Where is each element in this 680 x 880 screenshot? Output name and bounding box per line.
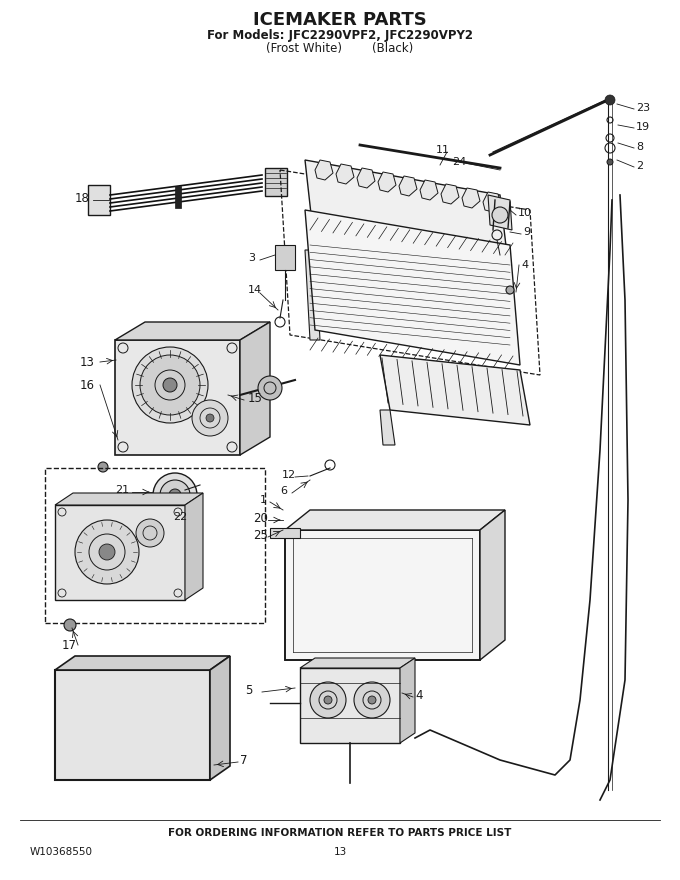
Circle shape (99, 544, 115, 560)
Circle shape (310, 682, 346, 718)
Polygon shape (483, 192, 501, 212)
Circle shape (98, 462, 108, 472)
Text: 24: 24 (452, 157, 466, 167)
Text: 22: 22 (173, 512, 187, 522)
Circle shape (324, 696, 332, 704)
Text: 10: 10 (518, 208, 532, 218)
Bar (265, 168, 287, 196)
Circle shape (160, 480, 190, 510)
Circle shape (191, 496, 199, 504)
Circle shape (506, 286, 514, 294)
Circle shape (258, 376, 282, 400)
Text: 15: 15 (248, 392, 263, 405)
Polygon shape (285, 510, 505, 530)
Bar (115, 340, 240, 455)
Polygon shape (210, 656, 230, 780)
Text: 4: 4 (521, 260, 528, 270)
Circle shape (607, 159, 613, 165)
Text: 6: 6 (280, 486, 287, 496)
Text: 12: 12 (282, 470, 296, 480)
Circle shape (140, 355, 200, 415)
Circle shape (368, 696, 376, 704)
Text: FOR ORDERING INFORMATION REFER TO PARTS PRICE LIST: FOR ORDERING INFORMATION REFER TO PARTS … (169, 828, 511, 838)
Polygon shape (336, 164, 354, 184)
Text: 2: 2 (636, 161, 643, 171)
Circle shape (605, 95, 615, 105)
Polygon shape (55, 493, 203, 505)
Text: 13: 13 (333, 847, 347, 857)
Polygon shape (380, 410, 395, 445)
Text: 13: 13 (80, 356, 95, 369)
Circle shape (192, 400, 228, 436)
Circle shape (75, 520, 139, 584)
Bar (55, 505, 185, 600)
Text: 1: 1 (260, 495, 267, 505)
Text: 23: 23 (636, 103, 650, 113)
Text: 9: 9 (523, 227, 530, 237)
Polygon shape (488, 195, 512, 230)
Circle shape (136, 519, 164, 547)
Polygon shape (441, 184, 459, 204)
Text: For Models: JFC2290VPF2, JFC2290VPY2: For Models: JFC2290VPF2, JFC2290VPY2 (207, 28, 473, 41)
Text: 14: 14 (248, 285, 262, 295)
Text: 20: 20 (253, 511, 268, 524)
Bar (88, 185, 110, 215)
Polygon shape (305, 160, 510, 280)
Polygon shape (185, 493, 203, 600)
Polygon shape (399, 176, 417, 196)
Polygon shape (378, 172, 396, 192)
Polygon shape (240, 322, 270, 455)
Polygon shape (315, 160, 333, 180)
Text: 18: 18 (75, 192, 90, 204)
Text: 17: 17 (62, 639, 77, 651)
Polygon shape (55, 656, 230, 670)
Polygon shape (115, 322, 270, 340)
Text: 3: 3 (248, 253, 255, 263)
Polygon shape (420, 180, 438, 200)
Text: 7: 7 (240, 753, 248, 766)
Text: 8: 8 (636, 142, 643, 152)
Polygon shape (400, 658, 415, 743)
Text: 11: 11 (436, 145, 450, 155)
Circle shape (206, 414, 214, 422)
Text: 16: 16 (80, 378, 95, 392)
Text: 25: 25 (253, 529, 268, 541)
Circle shape (132, 347, 208, 423)
Circle shape (163, 378, 177, 392)
Circle shape (64, 619, 76, 631)
Text: 19: 19 (636, 122, 650, 132)
Polygon shape (270, 528, 300, 538)
Polygon shape (380, 355, 530, 425)
Bar (285, 530, 480, 660)
Text: 4: 4 (415, 688, 422, 701)
Bar (55, 670, 210, 780)
Polygon shape (305, 250, 320, 340)
Polygon shape (305, 210, 520, 365)
Text: ICEMAKER PARTS: ICEMAKER PARTS (253, 11, 427, 29)
Bar (300, 668, 400, 743)
Bar (45, 468, 265, 623)
Circle shape (169, 489, 181, 501)
Polygon shape (462, 188, 480, 208)
Circle shape (492, 207, 508, 223)
Polygon shape (480, 510, 505, 660)
Text: (Frost White)        (Black): (Frost White) (Black) (267, 41, 413, 55)
Bar (285, 530, 480, 660)
Bar (175, 186, 181, 208)
Polygon shape (300, 658, 415, 668)
Circle shape (153, 473, 197, 517)
Polygon shape (357, 168, 375, 188)
Text: 21: 21 (115, 485, 129, 495)
Text: W10368550: W10368550 (30, 847, 93, 857)
Bar (275, 245, 295, 270)
Circle shape (354, 682, 390, 718)
Text: 5: 5 (245, 684, 252, 696)
